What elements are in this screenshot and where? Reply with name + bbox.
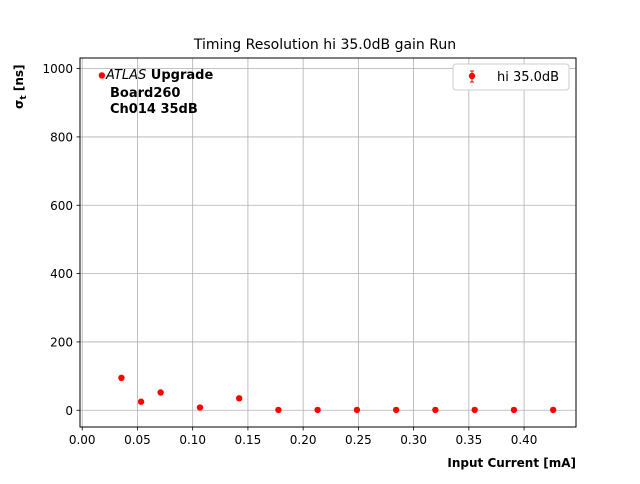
atlas-label: ATLAS Upgrade <box>105 68 213 83</box>
data-point <box>157 389 164 396</box>
data-point <box>432 406 439 414</box>
data-points <box>98 72 557 414</box>
x-tick-label: 0.15 <box>235 433 262 447</box>
x-tick-label: 0.35 <box>455 433 482 447</box>
data-point <box>118 374 125 381</box>
data-point <box>314 406 321 414</box>
data-point <box>392 406 400 414</box>
x-axis-label: Input Current [mA] <box>447 456 576 470</box>
legend: hi 35.0dB <box>452 63 570 91</box>
y-tick-label: 600 <box>50 199 73 213</box>
data-point <box>98 72 106 79</box>
y-axis-label: σt [ns] <box>12 64 29 109</box>
x-tick-label: 0.25 <box>345 433 372 447</box>
y-axis: 0 200 400 600 800 1000 <box>42 62 80 418</box>
data-point <box>471 406 478 414</box>
upgrade-word: Upgrade <box>146 68 213 83</box>
legend-label: hi 35.0dB <box>497 70 559 85</box>
x-tick-label: 0.00 <box>69 433 96 447</box>
y-tick-label: 200 <box>50 335 73 349</box>
y-axis-label-symbol: σ <box>12 100 26 109</box>
data-point <box>235 395 243 402</box>
legend-box <box>452 63 570 91</box>
y-axis-label-unit: [ns] <box>12 64 26 95</box>
legend-marker <box>468 72 476 80</box>
data-point <box>196 404 204 411</box>
data-point <box>549 406 557 414</box>
y-axis-label-subscript: t <box>19 95 29 100</box>
data-point <box>510 406 518 414</box>
chart-title: Timing Resolution hi 35.0dB gain Run <box>193 37 456 53</box>
x-axis: 0.00 0.05 0.10 0.15 0.20 0.25 0.30 0.35 0.40 <box>69 427 538 447</box>
data-point <box>137 398 145 405</box>
x-tick-label: 0.20 <box>290 433 317 447</box>
data-point <box>275 406 282 414</box>
x-tick-label: 0.05 <box>124 433 151 447</box>
channel-label: Ch014 35dB <box>110 102 198 117</box>
data-point <box>353 406 361 414</box>
x-tick-label: 0.40 <box>511 433 538 447</box>
y-tick-label: 800 <box>50 130 73 144</box>
x-tick-label: 0.10 <box>179 433 206 447</box>
y-tick-label: 400 <box>50 267 73 281</box>
y-tick-label: 0 <box>65 404 73 418</box>
x-tick-label: 0.30 <box>400 433 427 447</box>
plot-area <box>79 57 577 428</box>
atlas-word: ATLAS <box>105 68 146 83</box>
grid-lines <box>80 58 576 427</box>
atlas-annotation: ATLAS Upgrade Board260 Ch014 35dB <box>105 68 213 117</box>
board-label: Board260 <box>110 86 180 101</box>
y-tick-label: 1000 <box>42 62 73 76</box>
